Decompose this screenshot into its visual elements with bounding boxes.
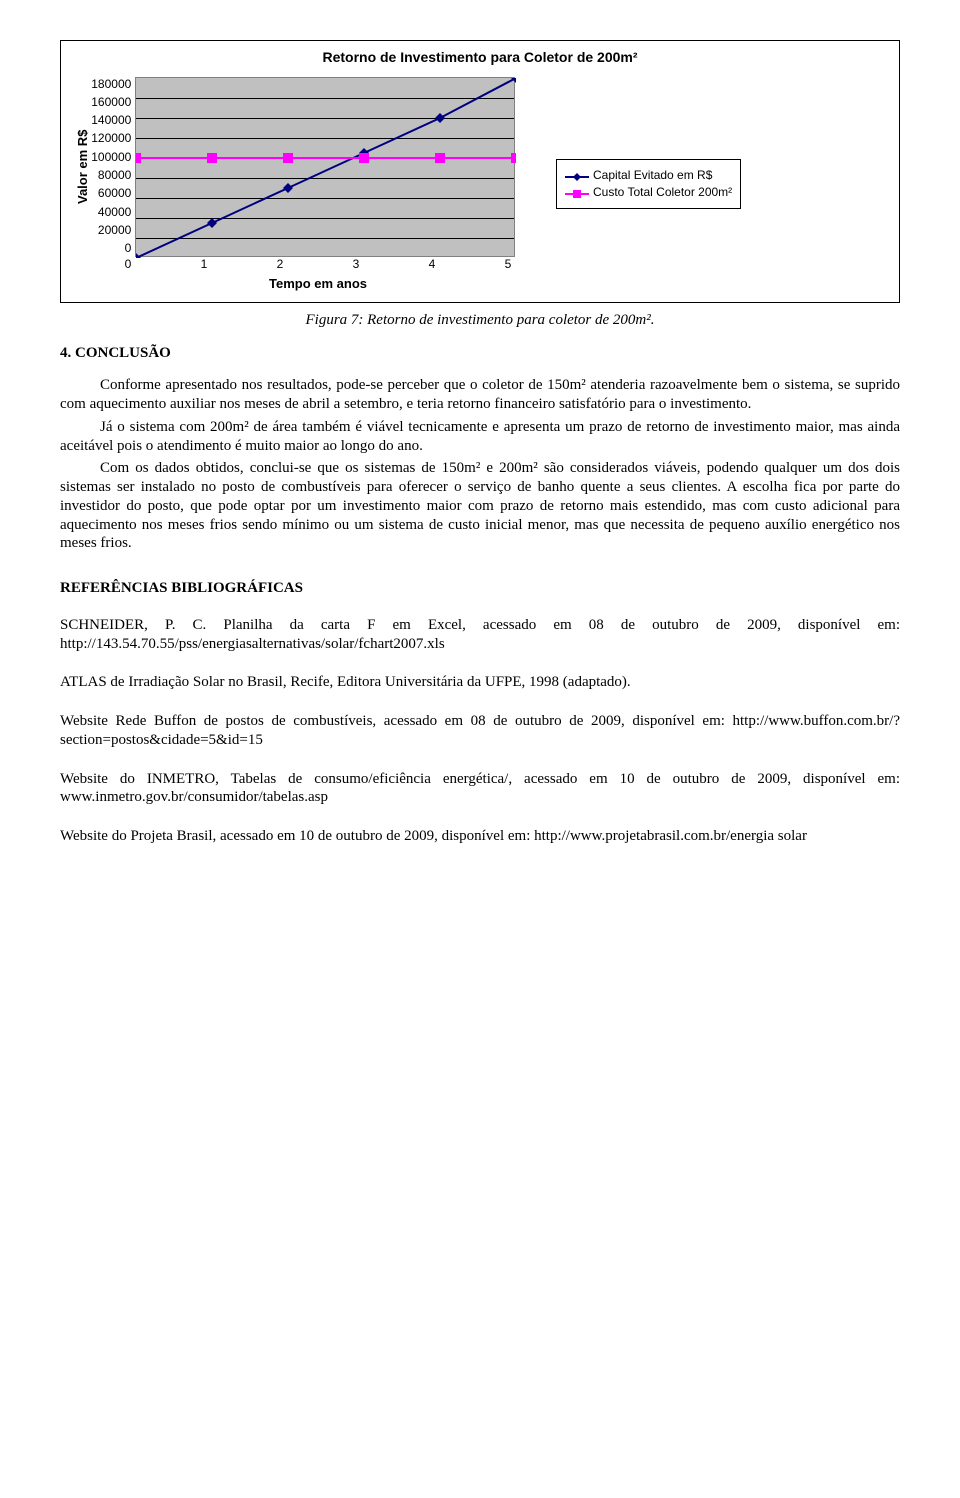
- chart-title: Retorno de Investimento para Coletor de …: [71, 49, 889, 67]
- y-tick-label: 20000: [98, 223, 131, 238]
- y-tick-label: 180000: [91, 77, 131, 92]
- y-tick-label: 60000: [98, 186, 131, 201]
- chart-axes-plot: Valor em R$ 1800001600001400001200001000…: [71, 77, 546, 292]
- y-tick-label: 40000: [98, 205, 131, 220]
- legend-item: Custo Total Coletor 200m²: [565, 185, 732, 200]
- legend-swatch: [565, 188, 589, 198]
- figure-caption: Figura 7: Retorno de investimento para c…: [60, 311, 900, 330]
- y-tick-label: 140000: [91, 113, 131, 128]
- reference-item: Website do Projeta Brasil, acessado em 1…: [60, 827, 900, 846]
- legend-label: Capital Evitado em R$: [593, 168, 712, 183]
- x-tick-label: 2: [242, 257, 318, 272]
- series-marker: [207, 153, 217, 163]
- y-axis-ticks: 180000 160000 140000 120000 100000 80000 60000…: [91, 77, 135, 257]
- chart-legend: Capital Evitado em R$ Custo Total Coletor…: [556, 159, 741, 209]
- x-tick-label: 0: [90, 257, 166, 272]
- legend-swatch: [565, 171, 589, 181]
- conclusion-paragraph: Com os dados obtidos, conclui-se que os …: [60, 459, 900, 553]
- reference-item: Website do INMETRO, Tabelas de consumo/e…: [60, 770, 900, 808]
- conclusion-body: Conforme apresentado nos resultados, pod…: [60, 376, 900, 553]
- y-tick-label: 100000: [91, 150, 131, 165]
- reference-item: ATLAS de Irradiação Solar no Brasil, Rec…: [60, 673, 900, 692]
- x-axis-label: Tempo em anos: [128, 276, 508, 292]
- y-tick-label: 80000: [98, 168, 131, 183]
- y-tick-label: 160000: [91, 95, 131, 110]
- chart-container: Retorno de Investimento para Coletor de …: [60, 40, 900, 303]
- series-marker: [511, 153, 516, 163]
- series-marker: [207, 218, 217, 228]
- chart-body: Valor em R$ 1800001600001400001200001000…: [71, 77, 889, 292]
- legend-label: Custo Total Coletor 200m²: [593, 185, 732, 200]
- conclusion-paragraph: Já o sistema com 200m² de área também é …: [60, 418, 900, 456]
- legend-item: Capital Evitado em R$: [565, 168, 732, 183]
- series-marker: [435, 113, 445, 123]
- series-line: [136, 78, 516, 258]
- conclusion-paragraph: Conforme apresentado nos resultados, pod…: [60, 376, 900, 414]
- chart-series-svg: [136, 78, 516, 258]
- x-tick-label: 4: [394, 257, 470, 272]
- references-body: SCHNEIDER, P. C. Planilha da carta F em …: [60, 616, 900, 846]
- series-marker: [283, 153, 293, 163]
- reference-item: SCHNEIDER, P. C. Planilha da carta F em …: [60, 616, 900, 654]
- series-marker: [136, 153, 141, 163]
- series-marker: [359, 153, 369, 163]
- chart-plot-area: [135, 77, 515, 257]
- x-axis-ticks: 012345: [128, 257, 546, 272]
- y-axis-label: Valor em R$: [71, 77, 91, 257]
- series-marker: [435, 153, 445, 163]
- x-tick-label: 5: [470, 257, 546, 272]
- references-heading: REFERÊNCIAS BIBLIOGRÁFICAS: [60, 579, 900, 598]
- y-tick-label: 120000: [91, 131, 131, 146]
- y-tick-label: 0: [125, 241, 132, 256]
- reference-item: Website Rede Buffon de postos de combust…: [60, 712, 900, 750]
- x-tick-label: 1: [166, 257, 242, 272]
- x-tick-label: 3: [318, 257, 394, 272]
- conclusion-heading: 4. CONCLUSÃO: [60, 344, 900, 363]
- series-marker: [283, 183, 293, 193]
